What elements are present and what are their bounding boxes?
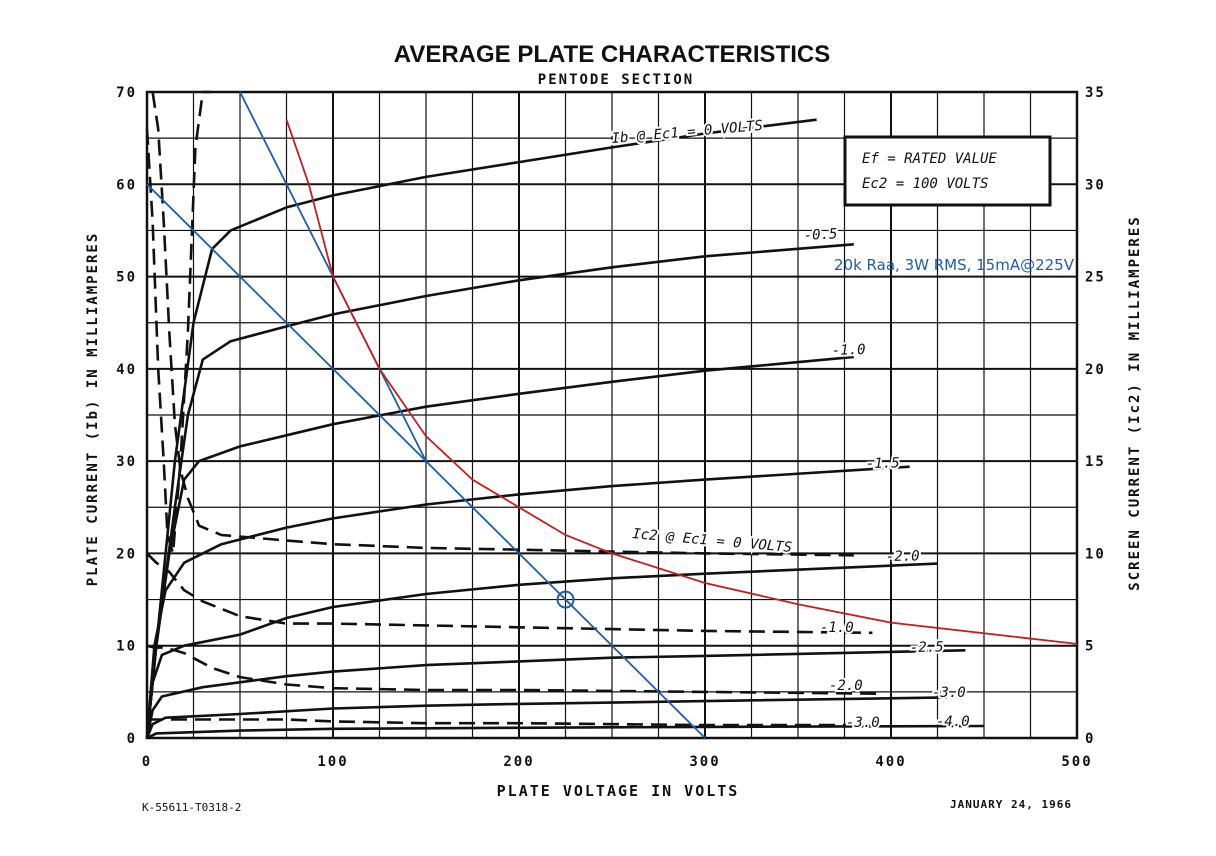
screen-curve-label: -1.0 xyxy=(820,620,854,636)
y2-tick-label: 25 xyxy=(1085,270,1106,286)
screen-curves xyxy=(145,90,882,727)
screen-curve xyxy=(146,552,873,635)
y2-tick-label: 5 xyxy=(1085,639,1095,655)
plate-curve xyxy=(145,696,947,739)
plate-curve xyxy=(145,649,966,739)
screen-curve-label: -2.0 xyxy=(829,678,863,694)
footer-right: JANUARY 24, 1966 xyxy=(950,798,1072,811)
plot-frame xyxy=(145,90,1079,740)
y-tick-label: 40 xyxy=(116,362,137,378)
screen-curve xyxy=(145,90,213,555)
plate-curve-label-halo: -1.0 xyxy=(832,342,866,359)
plate-curve xyxy=(145,243,854,739)
plate-curve-label: -2.5 xyxy=(910,639,944,656)
screen-curve-label: -3.0 xyxy=(846,715,880,731)
plate-curve-label: -0.5 xyxy=(803,226,838,244)
plate-curve-label: -3.0 xyxy=(932,685,966,701)
conditions-box: Ef = RATED VALUE Ec2 = 100 VOLTS xyxy=(843,135,1052,207)
plate-curve-label-halo: -0.5 xyxy=(803,226,838,244)
screen-curve xyxy=(146,644,882,695)
x-tick-label: 300 xyxy=(689,754,720,770)
tick-labels: 0 100 200 300 400 500 0 10 20 30 40 50 60 70 0 5 10 15 20 2… xyxy=(116,85,1106,770)
x-tick-label: 100 xyxy=(317,754,348,770)
screen-curve xyxy=(147,718,873,727)
x-tick-label: 0 xyxy=(142,754,152,770)
plate-curve-label-halo: -4.0 xyxy=(936,714,970,730)
plate-curve xyxy=(145,118,817,739)
y2-tick-label: 0 xyxy=(1085,731,1095,747)
y-tick-label: 20 xyxy=(116,546,137,562)
plate-curve-label-halo: -2.5 xyxy=(910,639,944,656)
plate-curve xyxy=(145,465,910,739)
y-tick-label: 70 xyxy=(116,85,137,101)
screen-curve-label-halo: -2.0 xyxy=(829,678,863,694)
y2-tick-label: 30 xyxy=(1085,177,1106,193)
x-axis-label: PLATE VOLTAGE IN VOLTS xyxy=(497,782,740,800)
condition-ec2: Ec2 = 100 VOLTS xyxy=(862,176,988,192)
plate-curve-label: Ib @ Ec1 = 0 VOLTS xyxy=(611,118,764,147)
overlays xyxy=(146,91,1078,739)
y-axis-label: PLATE CURRENT (Ib) IN MILLIAMPERES xyxy=(85,232,101,587)
y2-tick-label: 20 xyxy=(1085,362,1106,378)
y2-tick-label: 35 xyxy=(1085,85,1106,101)
plate-curve-label-halo: -1.5 xyxy=(866,455,900,472)
plate-curve xyxy=(146,724,985,740)
y2-tick-label: 15 xyxy=(1085,454,1106,470)
plate-curves xyxy=(145,118,985,740)
y-tick-label: 0 xyxy=(127,731,137,747)
y2-tick-label: 10 xyxy=(1085,546,1106,562)
plate-curve-label: -1.0 xyxy=(832,342,866,359)
plate-curve-label-halo: -2.0 xyxy=(886,548,920,565)
x-tick-label: 200 xyxy=(503,754,534,770)
plate-curve-label: -4.0 xyxy=(936,714,970,730)
chart-subtitle: PENTODE SECTION xyxy=(538,72,694,88)
power-curve xyxy=(285,119,1078,645)
screen-curve xyxy=(151,91,854,557)
plate-curve-label-halo: -3.0 xyxy=(932,685,966,701)
operating-point-marker xyxy=(556,590,575,609)
chart-title: AVERAGE PLATE CHARACTERISTICS xyxy=(394,41,830,68)
plate-curve xyxy=(145,355,854,739)
y-tick-label: 30 xyxy=(116,454,137,470)
y-tick-label: 50 xyxy=(116,270,137,286)
y-tick-label: 10 xyxy=(116,639,137,655)
screen-curve-label-halo: -3.0 xyxy=(846,715,880,731)
overlay-note: 20k Raa, 3W RMS, 15mA@225V xyxy=(834,256,1075,274)
footer-left: K-55611-T0318-2 xyxy=(142,801,241,814)
conditions-frame xyxy=(843,135,1052,207)
plate-curve-label: -2.0 xyxy=(886,548,920,565)
plate-curve-label: -1.5 xyxy=(866,455,900,472)
screen-curve-label-halo: -1.0 xyxy=(820,620,854,636)
load-line xyxy=(146,183,706,739)
y2-axis-label: SCREEN CURRENT (Ic2) IN MILLIAMPERES xyxy=(1127,215,1143,590)
condition-ef: Ef = RATED VALUE xyxy=(862,151,997,167)
y-tick-label: 60 xyxy=(116,177,137,193)
x-tick-label: 500 xyxy=(1061,754,1092,770)
x-tick-label: 400 xyxy=(875,754,906,770)
plate-curve xyxy=(145,562,938,739)
